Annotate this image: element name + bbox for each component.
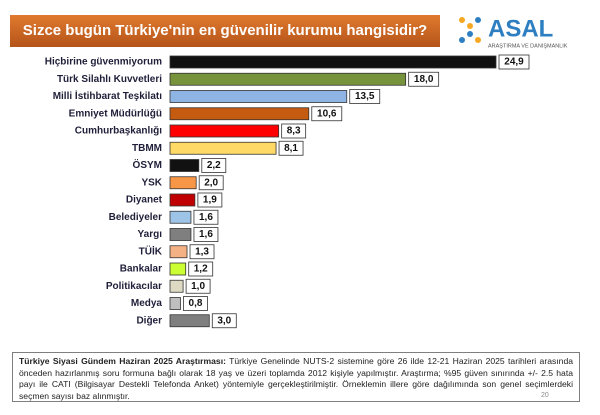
value-label: 1,0	[191, 281, 205, 292]
value-label: 1,3	[195, 246, 209, 257]
value-label: 2,0	[204, 177, 218, 188]
value-label: 1,6	[199, 212, 213, 223]
bar	[169, 141, 277, 155]
category-label: Hiçbirine güvenmiyorum	[45, 57, 162, 68]
logo-icon	[459, 17, 481, 43]
bar	[169, 176, 197, 190]
value-label: 1,2	[194, 264, 208, 275]
category-label: Bankalar	[120, 264, 162, 275]
category-label: Medya	[131, 298, 163, 309]
category-label: Diyanet	[126, 195, 163, 206]
category-label: TBMM	[132, 143, 162, 154]
value-label-box	[201, 158, 227, 173]
value-label: 8,3	[287, 126, 301, 137]
logo-tagline: ARAŞTIRMA VE DANIŞMANLIK	[488, 43, 568, 49]
value-label-box	[193, 227, 219, 242]
logo-name: ASAL	[488, 15, 553, 42]
bar	[169, 124, 280, 138]
value-label-box	[278, 140, 304, 156]
category-label: Yargı	[138, 229, 163, 240]
value-label: 2,2	[207, 160, 221, 171]
value-label: 1,6	[199, 229, 213, 240]
category-label: Emniyet Müdürlüğü	[69, 108, 162, 119]
bar	[169, 159, 200, 172]
bar	[169, 314, 210, 328]
value-label: 24,9	[504, 57, 524, 68]
value-label: 18,0	[414, 74, 434, 85]
category-label: ÖSYM	[133, 158, 162, 171]
title-banner	[10, 15, 440, 47]
bar	[169, 55, 497, 69]
value-label: 0,8	[189, 298, 203, 309]
value-label-box	[281, 123, 307, 139]
bar	[169, 193, 196, 207]
value-label-box	[197, 192, 223, 208]
value-label-box	[185, 278, 211, 294]
category-label: Diğer	[136, 315, 162, 326]
category-label: Cumhurbaşkanlığı	[75, 126, 162, 137]
page-number: 20	[541, 392, 549, 399]
category-label: Belediyeler	[109, 212, 162, 223]
category-label: TÜİK	[139, 244, 163, 257]
value-label: 1,9	[203, 195, 217, 206]
category-label: Milli İstihbarat Teşkilatı	[53, 89, 163, 102]
value-label-box	[349, 89, 381, 104]
value-label-box	[311, 106, 343, 122]
bar	[169, 90, 348, 103]
value-label-box	[198, 175, 224, 191]
bar	[169, 297, 181, 310]
bar	[169, 210, 192, 224]
value-label-box	[193, 209, 219, 225]
value-label-box	[211, 313, 237, 329]
chart-title: Sizce bugün Türkiye'nin en güvenilir kur…	[23, 22, 427, 39]
bar	[169, 279, 184, 293]
value-label-box	[189, 244, 215, 260]
value-label: 13,5	[355, 91, 375, 102]
bar	[169, 72, 407, 86]
value-label: 8,1	[284, 143, 298, 154]
value-label-box	[183, 296, 208, 311]
value-label: 10,6	[317, 108, 337, 119]
bar	[169, 262, 187, 276]
value-label-box	[408, 71, 440, 87]
category-label: Türk Silahlı Kuvvetleri	[57, 74, 162, 85]
bar	[169, 245, 188, 259]
value-label-box	[188, 261, 214, 277]
value-label: 3,0	[217, 315, 231, 326]
value-label-box	[498, 54, 530, 70]
note-text: Türkiye Genelinde NUTS-2 sistemine göre …	[19, 356, 573, 401]
bar	[169, 107, 310, 121]
chart: Sizce bugün Türkiye'nin en güvenilir kur…	[10, 15, 568, 329]
note-lead: Türkiye Siyasi Gündem Haziran 2025 Araşt…	[19, 356, 226, 366]
note: Türkiye Siyasi Gündem Haziran 2025 Araşt…	[12, 352, 580, 402]
category-label: Politikacılar	[106, 281, 162, 292]
category-label: YSK	[141, 177, 162, 188]
bar	[169, 228, 192, 241]
